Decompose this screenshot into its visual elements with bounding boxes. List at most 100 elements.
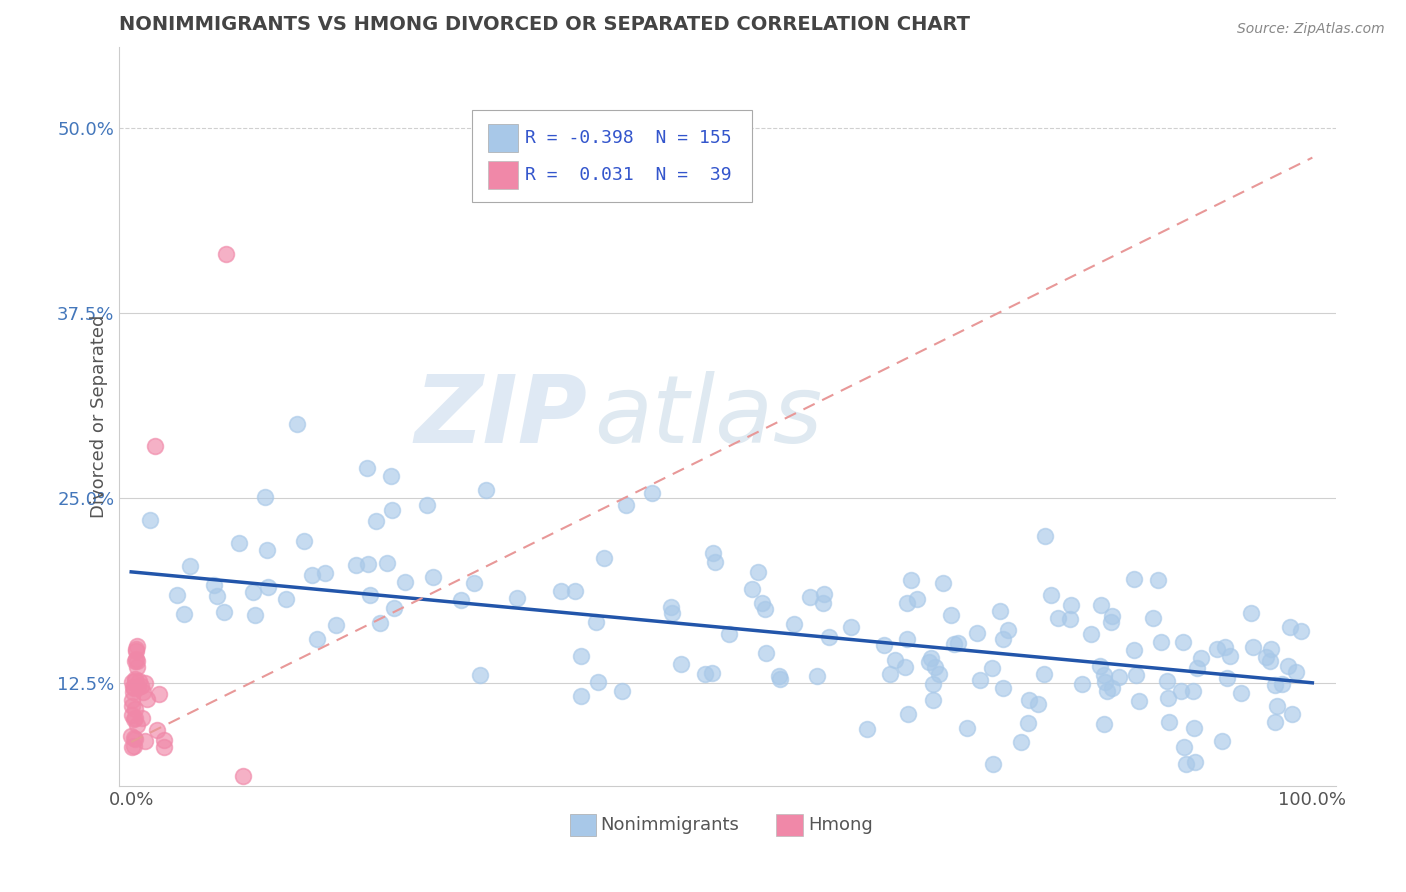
Point [921, 693, 943, 707]
Point [1241, 640, 1264, 655]
Text: R = -0.398  N = 155: R = -0.398 N = 155 [524, 129, 731, 147]
Point [359, 588, 381, 602]
Point [569, 649, 592, 664]
Point [922, 677, 945, 691]
Point [1026, 697, 1049, 711]
Point [124, 672, 146, 686]
Point [1181, 684, 1204, 698]
Point [1090, 598, 1112, 612]
FancyBboxPatch shape [472, 110, 752, 202]
Point [1088, 659, 1111, 673]
Point [254, 491, 277, 505]
Point [981, 757, 1004, 772]
Point [122, 731, 145, 745]
Point [932, 576, 955, 591]
Point [585, 615, 607, 629]
Point [125, 651, 148, 665]
Point [1142, 611, 1164, 625]
Point [276, 591, 298, 606]
Point [153, 733, 176, 747]
Point [121, 692, 143, 706]
Point [134, 675, 156, 690]
Point [942, 637, 965, 651]
Point [1271, 677, 1294, 691]
Point [468, 667, 491, 681]
Point [1039, 588, 1062, 602]
Point [769, 672, 792, 686]
Point [124, 712, 146, 726]
Text: R =  0.031  N =  39: R = 0.031 N = 39 [524, 167, 731, 185]
Point [879, 666, 901, 681]
Point [394, 574, 416, 589]
Point [121, 685, 143, 699]
Point [703, 555, 725, 569]
Point [755, 647, 778, 661]
Point [1281, 707, 1303, 722]
Point [143, 439, 166, 453]
FancyBboxPatch shape [776, 814, 803, 836]
Point [474, 483, 496, 498]
Point [285, 417, 308, 431]
Point [124, 674, 146, 689]
Point [368, 615, 391, 630]
Point [134, 734, 156, 748]
Point [301, 568, 323, 582]
Point [894, 659, 917, 673]
Point [131, 684, 153, 698]
Point [122, 739, 145, 753]
Point [122, 681, 145, 695]
Point [232, 769, 254, 783]
Point [377, 557, 399, 571]
Point [741, 582, 763, 596]
Point [1010, 734, 1032, 748]
Point [382, 601, 405, 615]
Point [1094, 675, 1116, 690]
Point [1175, 757, 1198, 772]
Point [1097, 683, 1119, 698]
Point [129, 679, 152, 693]
Point [718, 626, 741, 640]
Point [1215, 671, 1237, 685]
Point [988, 604, 1011, 618]
Point [124, 655, 146, 669]
Point [450, 592, 472, 607]
Point [661, 606, 683, 620]
Point [357, 557, 380, 571]
Point [1122, 643, 1144, 657]
Point [997, 624, 1019, 638]
Point [640, 486, 662, 500]
Point [1101, 681, 1123, 695]
Point [215, 247, 238, 261]
FancyBboxPatch shape [569, 814, 596, 836]
Point [884, 653, 907, 667]
Point [671, 657, 693, 671]
Point [1033, 667, 1056, 681]
Point [969, 673, 991, 687]
Point [212, 606, 235, 620]
FancyBboxPatch shape [488, 124, 519, 153]
Point [1260, 641, 1282, 656]
Point [380, 468, 402, 483]
Point [1213, 640, 1236, 655]
Point [307, 632, 329, 646]
Point [813, 597, 835, 611]
Point [381, 503, 404, 517]
Point [981, 661, 1004, 675]
Point [128, 674, 150, 689]
Point [314, 566, 336, 580]
Point [125, 660, 148, 674]
Point [121, 740, 143, 755]
Point [228, 535, 250, 549]
Point [179, 559, 201, 574]
Point [900, 574, 922, 588]
Point [1189, 650, 1212, 665]
Point [325, 618, 347, 632]
Point [121, 699, 143, 714]
Point [702, 546, 724, 560]
Point [1046, 611, 1069, 625]
Point [1059, 612, 1081, 626]
Point [356, 461, 378, 475]
Point [569, 690, 592, 704]
Point [918, 655, 941, 669]
Point [1070, 677, 1092, 691]
